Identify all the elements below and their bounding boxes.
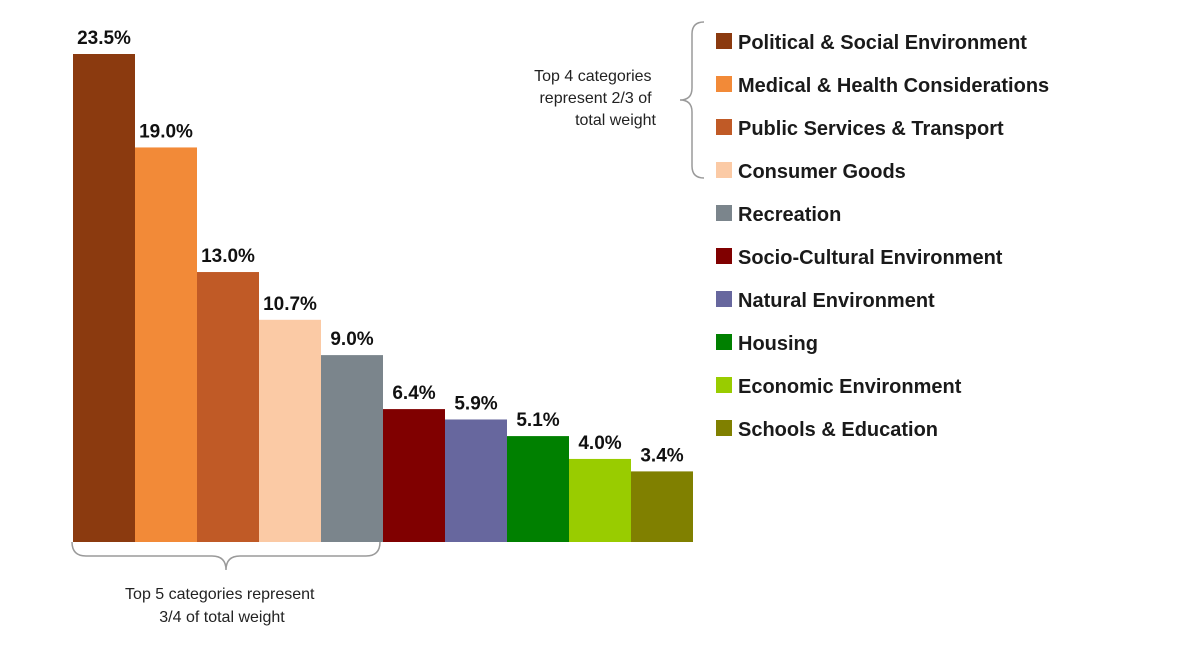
legend-item-8: Housing <box>716 333 818 355</box>
legend-swatch <box>716 162 732 178</box>
bar-value-label-1: 23.5% <box>77 28 131 49</box>
bar-value-label-9: 4.0% <box>578 433 621 454</box>
legend-label: Schools & Education <box>738 419 938 441</box>
legend-item-7: Natural Environment <box>716 290 935 312</box>
legend-item-10: Schools & Education <box>716 419 938 441</box>
top5-note-line-1: Top 5 categories represent <box>125 586 315 603</box>
legend-swatch <box>716 33 732 49</box>
bar-4 <box>259 319 321 542</box>
bar-labels-group: 23.5% 19.0% 13.0% 10.7% 9.0% 6.4% 5.9% 5.1% 4.0%… <box>77 28 684 466</box>
bar-value-label-7: 5.9% <box>454 393 497 414</box>
bar-value-label-8: 5.1% <box>516 410 559 431</box>
top5-brace <box>71 541 381 571</box>
legend-swatch <box>716 205 732 221</box>
bar-10 <box>631 471 693 542</box>
top4-note-line-1: Top 4 categories <box>534 68 651 85</box>
bars-group <box>73 54 693 542</box>
legend-swatch <box>716 420 732 436</box>
legend-item-4: Consumer Goods <box>716 161 906 183</box>
bar-5 <box>321 355 383 542</box>
bar-value-label-5: 9.0% <box>330 329 373 350</box>
top5-note-line-2: 3/4 of total weight <box>159 609 285 626</box>
legend-swatch <box>716 248 732 264</box>
legend-label: Recreation <box>738 204 841 226</box>
top4-note-line-3: total weight <box>575 112 656 129</box>
top4-note-line-2: represent 2/3 of <box>539 90 652 107</box>
bar-value-label-2: 19.0% <box>139 121 193 142</box>
legend-label: Natural Environment <box>738 290 935 312</box>
legend-swatch <box>716 119 732 135</box>
legend-item-3: Public Services & Transport <box>716 118 1004 140</box>
legend-label: Political & Social Environment <box>738 32 1027 54</box>
legend-label: Economic Environment <box>738 376 962 398</box>
legend-swatch <box>716 377 732 393</box>
top5-note: Top 5 categories represent 3/4 of total … <box>125 586 319 626</box>
top4-note: Top 4 categories represent 2/3 of total … <box>534 68 656 129</box>
legend: Political & Social Environment Medical & … <box>716 32 1049 441</box>
bar-9 <box>569 458 631 542</box>
bar-3 <box>197 272 259 542</box>
legend-item-2: Medical & Health Considerations <box>716 75 1049 97</box>
legend-label: Consumer Goods <box>738 161 906 183</box>
legend-label: Socio-Cultural Environment <box>738 247 1003 269</box>
legend-swatch <box>716 334 732 350</box>
bar-1 <box>73 54 135 542</box>
top4-brace <box>679 21 705 179</box>
legend-label: Medical & Health Considerations <box>738 75 1049 97</box>
bar-value-label-10: 3.4% <box>640 445 683 466</box>
legend-label: Housing <box>738 333 818 355</box>
legend-swatch <box>716 76 732 92</box>
legend-item-5: Recreation <box>716 204 841 226</box>
legend-swatch <box>716 291 732 307</box>
bar-value-label-3: 13.0% <box>201 246 255 267</box>
legend-item-1: Political & Social Environment <box>716 32 1027 54</box>
bar-2 <box>135 147 197 542</box>
legend-item-6: Socio-Cultural Environment <box>716 247 1003 269</box>
bar-8 <box>507 436 569 542</box>
legend-item-9: Economic Environment <box>716 376 962 398</box>
bar-value-label-4: 10.7% <box>263 294 317 315</box>
legend-label: Public Services & Transport <box>738 118 1004 140</box>
bar-value-label-6: 6.4% <box>392 383 435 404</box>
bar-6 <box>383 409 445 542</box>
bar-7 <box>445 419 507 542</box>
